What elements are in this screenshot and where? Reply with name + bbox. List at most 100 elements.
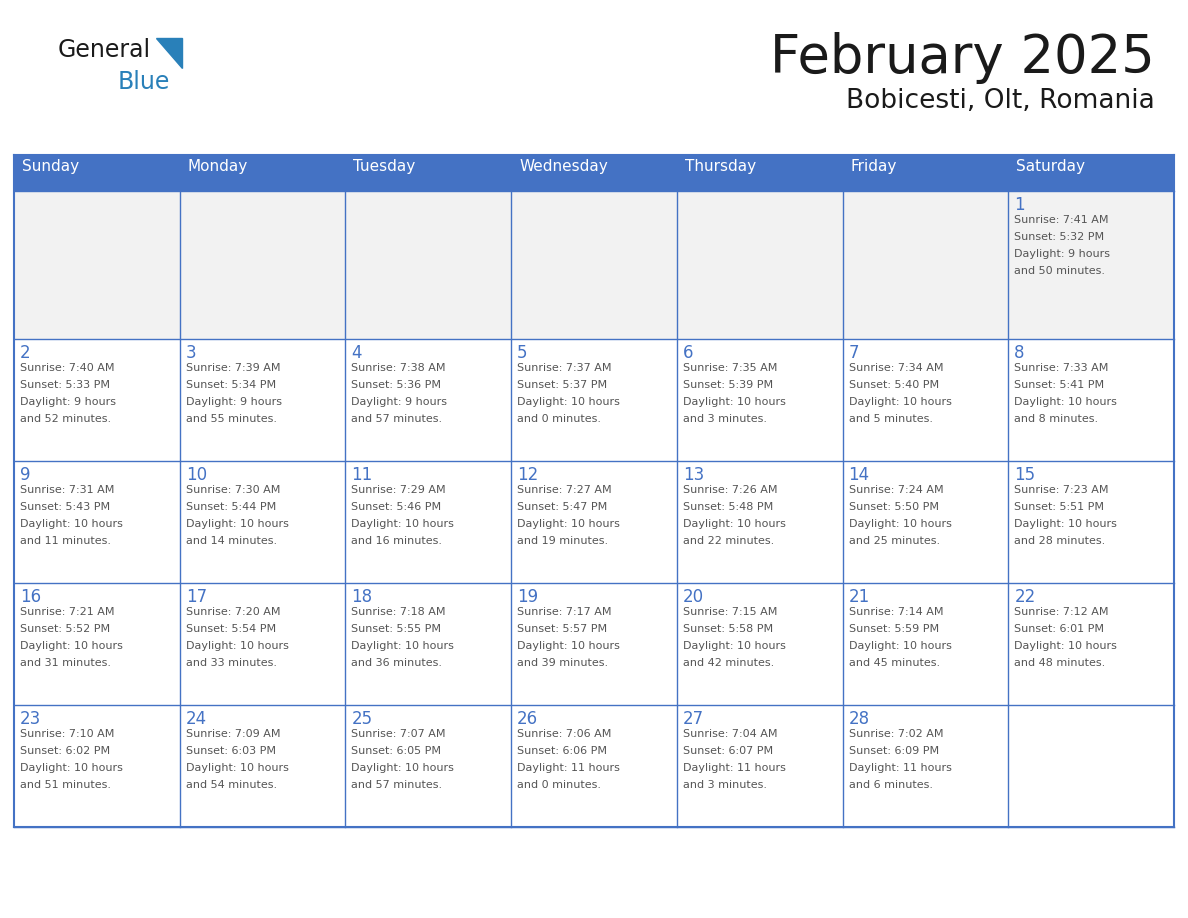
Text: Sunrise: 7:20 AM: Sunrise: 7:20 AM: [185, 607, 280, 617]
Text: Daylight: 11 hours: Daylight: 11 hours: [517, 763, 620, 773]
Text: and 57 minutes.: and 57 minutes.: [352, 414, 443, 424]
Text: and 25 minutes.: and 25 minutes.: [848, 536, 940, 546]
Text: Tuesday: Tuesday: [353, 159, 416, 174]
Text: Sunrise: 7:02 AM: Sunrise: 7:02 AM: [848, 729, 943, 739]
Text: and 31 minutes.: and 31 minutes.: [20, 658, 110, 668]
Text: Daylight: 10 hours: Daylight: 10 hours: [20, 641, 122, 651]
Text: Sunset: 5:44 PM: Sunset: 5:44 PM: [185, 502, 276, 512]
Text: Sunrise: 7:10 AM: Sunrise: 7:10 AM: [20, 729, 114, 739]
Text: Daylight: 10 hours: Daylight: 10 hours: [848, 641, 952, 651]
Text: Sunrise: 7:31 AM: Sunrise: 7:31 AM: [20, 485, 114, 495]
Text: Sunrise: 7:09 AM: Sunrise: 7:09 AM: [185, 729, 280, 739]
Text: Sunrise: 7:27 AM: Sunrise: 7:27 AM: [517, 485, 612, 495]
Text: Sunset: 5:36 PM: Sunset: 5:36 PM: [352, 380, 442, 390]
Text: 23: 23: [20, 710, 42, 728]
Text: Sunset: 6:07 PM: Sunset: 6:07 PM: [683, 746, 773, 756]
Text: 22: 22: [1015, 588, 1036, 606]
Text: Daylight: 10 hours: Daylight: 10 hours: [683, 397, 785, 407]
Text: and 11 minutes.: and 11 minutes.: [20, 536, 110, 546]
Text: Daylight: 10 hours: Daylight: 10 hours: [517, 641, 620, 651]
Text: Sunset: 5:51 PM: Sunset: 5:51 PM: [1015, 502, 1105, 512]
Text: Saturday: Saturday: [1016, 159, 1086, 174]
Text: and 14 minutes.: and 14 minutes.: [185, 536, 277, 546]
Text: Daylight: 10 hours: Daylight: 10 hours: [517, 519, 620, 529]
Text: Sunset: 5:50 PM: Sunset: 5:50 PM: [848, 502, 939, 512]
Text: February 2025: February 2025: [770, 32, 1155, 84]
Text: Sunset: 5:34 PM: Sunset: 5:34 PM: [185, 380, 276, 390]
Text: Friday: Friday: [851, 159, 897, 174]
Text: Sunrise: 7:33 AM: Sunrise: 7:33 AM: [1015, 363, 1108, 373]
Text: Blue: Blue: [118, 70, 170, 94]
Text: 12: 12: [517, 466, 538, 484]
Text: and 54 minutes.: and 54 minutes.: [185, 780, 277, 790]
Text: Daylight: 9 hours: Daylight: 9 hours: [1015, 249, 1111, 259]
Text: Sunrise: 7:14 AM: Sunrise: 7:14 AM: [848, 607, 943, 617]
Text: and 28 minutes.: and 28 minutes.: [1015, 536, 1106, 546]
Text: Sunrise: 7:12 AM: Sunrise: 7:12 AM: [1015, 607, 1108, 617]
Text: and 50 minutes.: and 50 minutes.: [1015, 266, 1105, 276]
Text: Sunrise: 7:07 AM: Sunrise: 7:07 AM: [352, 729, 446, 739]
Text: Sunset: 6:05 PM: Sunset: 6:05 PM: [352, 746, 442, 756]
Text: Sunrise: 7:41 AM: Sunrise: 7:41 AM: [1015, 215, 1108, 225]
Text: 28: 28: [848, 710, 870, 728]
Text: Sunrise: 7:38 AM: Sunrise: 7:38 AM: [352, 363, 446, 373]
Text: Sunset: 5:57 PM: Sunset: 5:57 PM: [517, 624, 607, 634]
Text: Sunset: 6:06 PM: Sunset: 6:06 PM: [517, 746, 607, 756]
Text: and 55 minutes.: and 55 minutes.: [185, 414, 277, 424]
Text: Daylight: 10 hours: Daylight: 10 hours: [683, 519, 785, 529]
Text: 24: 24: [185, 710, 207, 728]
Text: and 0 minutes.: and 0 minutes.: [517, 414, 601, 424]
Text: Sunrise: 7:35 AM: Sunrise: 7:35 AM: [683, 363, 777, 373]
Text: Daylight: 10 hours: Daylight: 10 hours: [352, 763, 454, 773]
Text: Daylight: 10 hours: Daylight: 10 hours: [352, 519, 454, 529]
Text: Sunrise: 7:18 AM: Sunrise: 7:18 AM: [352, 607, 446, 617]
Text: Sunset: 6:01 PM: Sunset: 6:01 PM: [1015, 624, 1105, 634]
Text: 15: 15: [1015, 466, 1036, 484]
Text: Daylight: 9 hours: Daylight: 9 hours: [20, 397, 116, 407]
Text: 7: 7: [848, 344, 859, 362]
Text: Sunrise: 7:39 AM: Sunrise: 7:39 AM: [185, 363, 280, 373]
Text: and 48 minutes.: and 48 minutes.: [1015, 658, 1106, 668]
Text: Daylight: 9 hours: Daylight: 9 hours: [352, 397, 448, 407]
Text: Daylight: 11 hours: Daylight: 11 hours: [683, 763, 785, 773]
Text: Sunset: 5:33 PM: Sunset: 5:33 PM: [20, 380, 110, 390]
Text: Sunset: 5:40 PM: Sunset: 5:40 PM: [848, 380, 939, 390]
Text: Sunset: 5:52 PM: Sunset: 5:52 PM: [20, 624, 110, 634]
Text: Sunset: 5:39 PM: Sunset: 5:39 PM: [683, 380, 773, 390]
Text: 20: 20: [683, 588, 704, 606]
Text: Sunrise: 7:04 AM: Sunrise: 7:04 AM: [683, 729, 777, 739]
Text: Sunset: 6:09 PM: Sunset: 6:09 PM: [848, 746, 939, 756]
Text: Daylight: 10 hours: Daylight: 10 hours: [352, 641, 454, 651]
Text: 11: 11: [352, 466, 373, 484]
Text: Wednesday: Wednesday: [519, 159, 608, 174]
Text: Sunset: 6:02 PM: Sunset: 6:02 PM: [20, 746, 110, 756]
Text: 6: 6: [683, 344, 694, 362]
Text: and 36 minutes.: and 36 minutes.: [352, 658, 442, 668]
Text: Daylight: 10 hours: Daylight: 10 hours: [20, 763, 122, 773]
Text: and 5 minutes.: and 5 minutes.: [848, 414, 933, 424]
Text: Daylight: 10 hours: Daylight: 10 hours: [848, 397, 952, 407]
Text: Sunset: 5:46 PM: Sunset: 5:46 PM: [352, 502, 442, 512]
Text: and 39 minutes.: and 39 minutes.: [517, 658, 608, 668]
Text: Sunrise: 7:37 AM: Sunrise: 7:37 AM: [517, 363, 612, 373]
Text: 19: 19: [517, 588, 538, 606]
Text: and 19 minutes.: and 19 minutes.: [517, 536, 608, 546]
Text: 10: 10: [185, 466, 207, 484]
Text: Sunrise: 7:15 AM: Sunrise: 7:15 AM: [683, 607, 777, 617]
Text: Daylight: 10 hours: Daylight: 10 hours: [185, 763, 289, 773]
Text: Daylight: 10 hours: Daylight: 10 hours: [185, 519, 289, 529]
Text: Sunset: 5:54 PM: Sunset: 5:54 PM: [185, 624, 276, 634]
Text: Sunrise: 7:21 AM: Sunrise: 7:21 AM: [20, 607, 114, 617]
Text: and 3 minutes.: and 3 minutes.: [683, 414, 767, 424]
Text: 26: 26: [517, 710, 538, 728]
Text: and 33 minutes.: and 33 minutes.: [185, 658, 277, 668]
Text: Sunrise: 7:06 AM: Sunrise: 7:06 AM: [517, 729, 612, 739]
Text: 17: 17: [185, 588, 207, 606]
Text: Daylight: 9 hours: Daylight: 9 hours: [185, 397, 282, 407]
Text: Bobicesti, Olt, Romania: Bobicesti, Olt, Romania: [846, 88, 1155, 114]
Text: Sunset: 5:58 PM: Sunset: 5:58 PM: [683, 624, 773, 634]
Text: Daylight: 10 hours: Daylight: 10 hours: [1015, 519, 1117, 529]
Text: Sunrise: 7:34 AM: Sunrise: 7:34 AM: [848, 363, 943, 373]
Text: 2: 2: [20, 344, 31, 362]
Text: 5: 5: [517, 344, 527, 362]
